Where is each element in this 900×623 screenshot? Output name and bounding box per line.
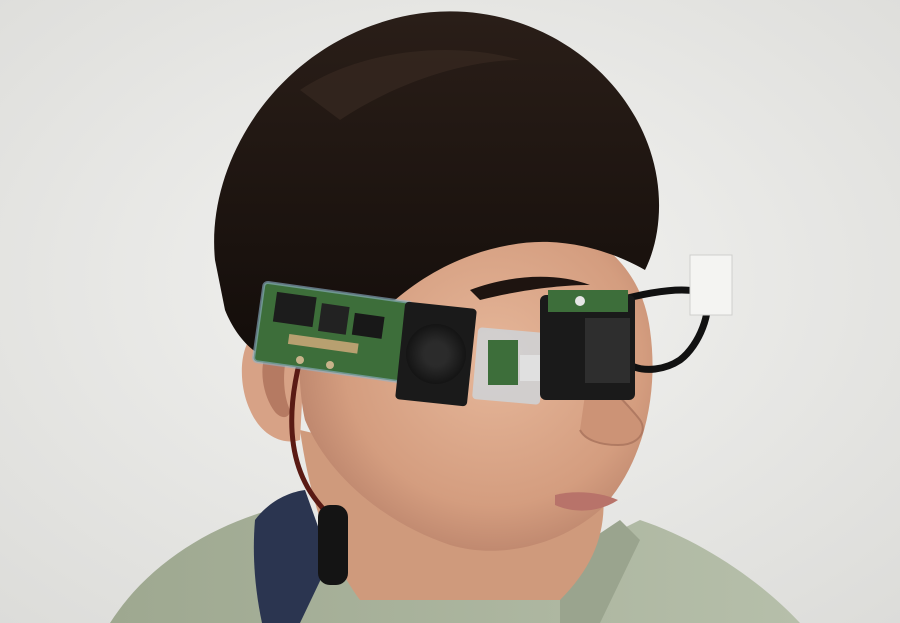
display-box — [540, 290, 635, 400]
white-tab — [689, 254, 733, 316]
sensor-module — [472, 327, 546, 405]
shirt-collar-right — [560, 520, 640, 623]
eyebrow — [470, 276, 590, 300]
glasses-frame — [619, 286, 711, 373]
hair-highlight — [300, 50, 520, 120]
mouth — [555, 492, 618, 511]
speaker-module — [395, 301, 477, 407]
circuit-board — [252, 280, 414, 384]
wire-connector — [318, 505, 348, 585]
shirt-collar — [253, 490, 330, 623]
